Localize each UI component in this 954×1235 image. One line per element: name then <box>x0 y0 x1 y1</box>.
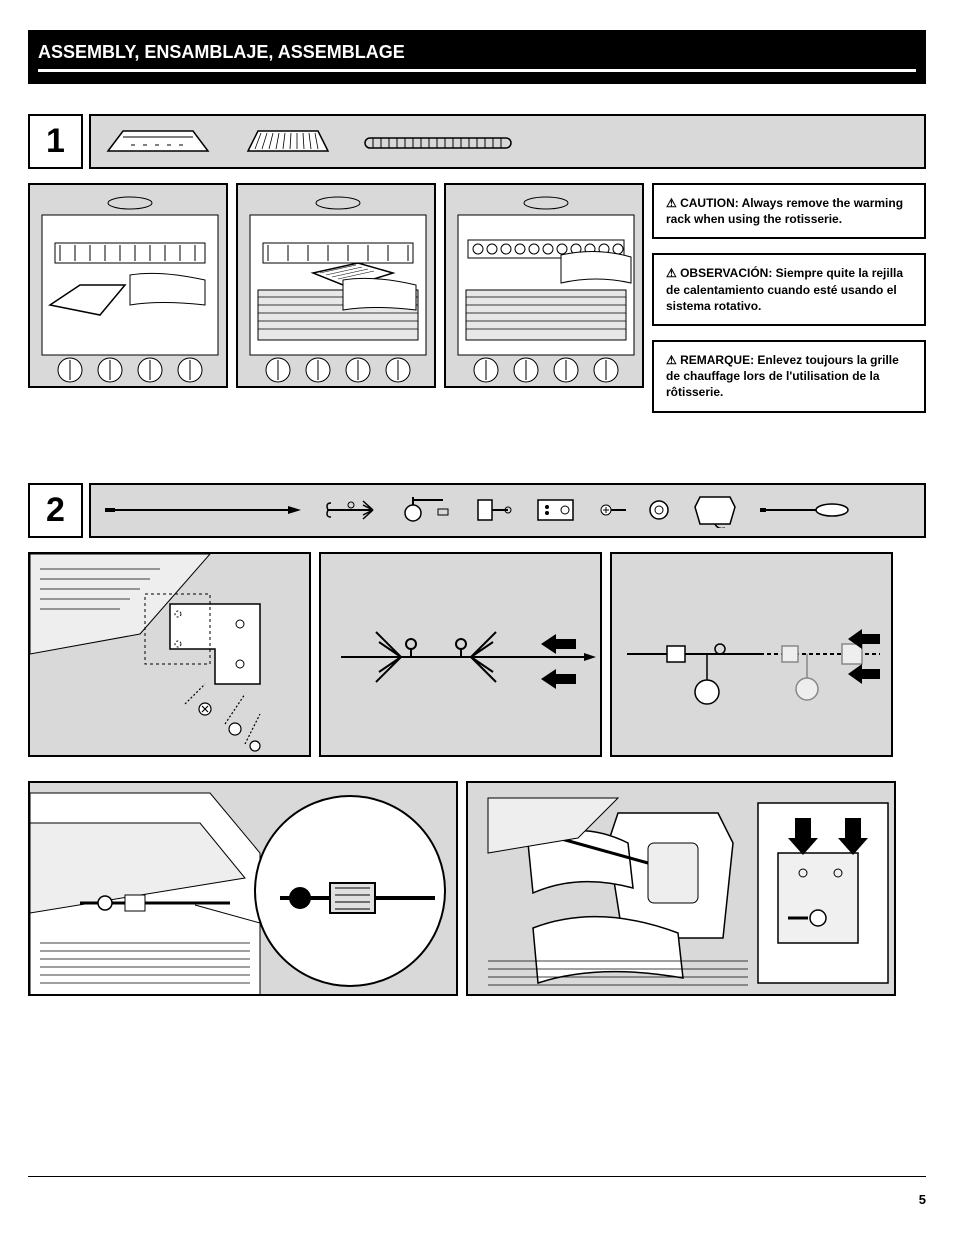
step-2-row2 <box>28 781 926 996</box>
header-title: ASSEMBLY, ENSAMBLAJE, ASSEMBLAGE <box>38 42 405 62</box>
step-1-illustrations: ⚠ CAUTION: Always remove the warming rac… <box>28 183 926 413</box>
flame-tamer-icon <box>103 123 213 161</box>
page-number: 5 <box>919 1192 926 1207</box>
step-1-header: 1 <box>28 114 926 169</box>
step-number-2: 2 <box>28 483 83 538</box>
step2-illus-forks <box>319 552 602 757</box>
screw-icon <box>598 500 628 520</box>
fork-icon <box>323 495 378 525</box>
warming-rack-icon <box>363 128 513 156</box>
counterbalance-icon <box>398 495 453 525</box>
step-2-row1 <box>28 552 926 757</box>
footer-rule <box>28 1176 926 1177</box>
caution-es: ⚠ OBSERVACIÓN: Siempre quite la rejilla … <box>652 253 926 326</box>
handle-icon <box>473 495 513 525</box>
grate-icon <box>243 123 333 161</box>
step-1-parts-bar <box>89 114 926 169</box>
washer-icon <box>648 499 670 521</box>
step2-illus-bracket <box>28 552 311 757</box>
step1-illus-a <box>28 183 228 388</box>
step2-illus-rod-insert <box>28 781 458 996</box>
step2-illus-counterbalance <box>610 552 893 757</box>
bracket-icon <box>533 495 578 525</box>
step-number-1: 1 <box>28 114 83 169</box>
section-header: ASSEMBLY, ENSAMBLAJE, ASSEMBLAGE <box>28 30 926 84</box>
caution-fr: ⚠ REMARQUE: Enlevez toujours la grille d… <box>652 340 926 413</box>
spit-rod-icon <box>103 502 303 518</box>
step-2-header: 2 <box>28 483 926 538</box>
screwdriver-icon <box>760 501 850 519</box>
step-2-parts-bar <box>89 483 926 538</box>
motor-icon <box>690 492 740 528</box>
step1-illus-c <box>444 183 644 388</box>
caution-column: ⚠ CAUTION: Always remove the warming rac… <box>652 183 926 413</box>
caution-en: ⚠ CAUTION: Always remove the warming rac… <box>652 183 926 239</box>
step2-illus-motor-mount <box>466 781 896 996</box>
step1-illus-b <box>236 183 436 388</box>
